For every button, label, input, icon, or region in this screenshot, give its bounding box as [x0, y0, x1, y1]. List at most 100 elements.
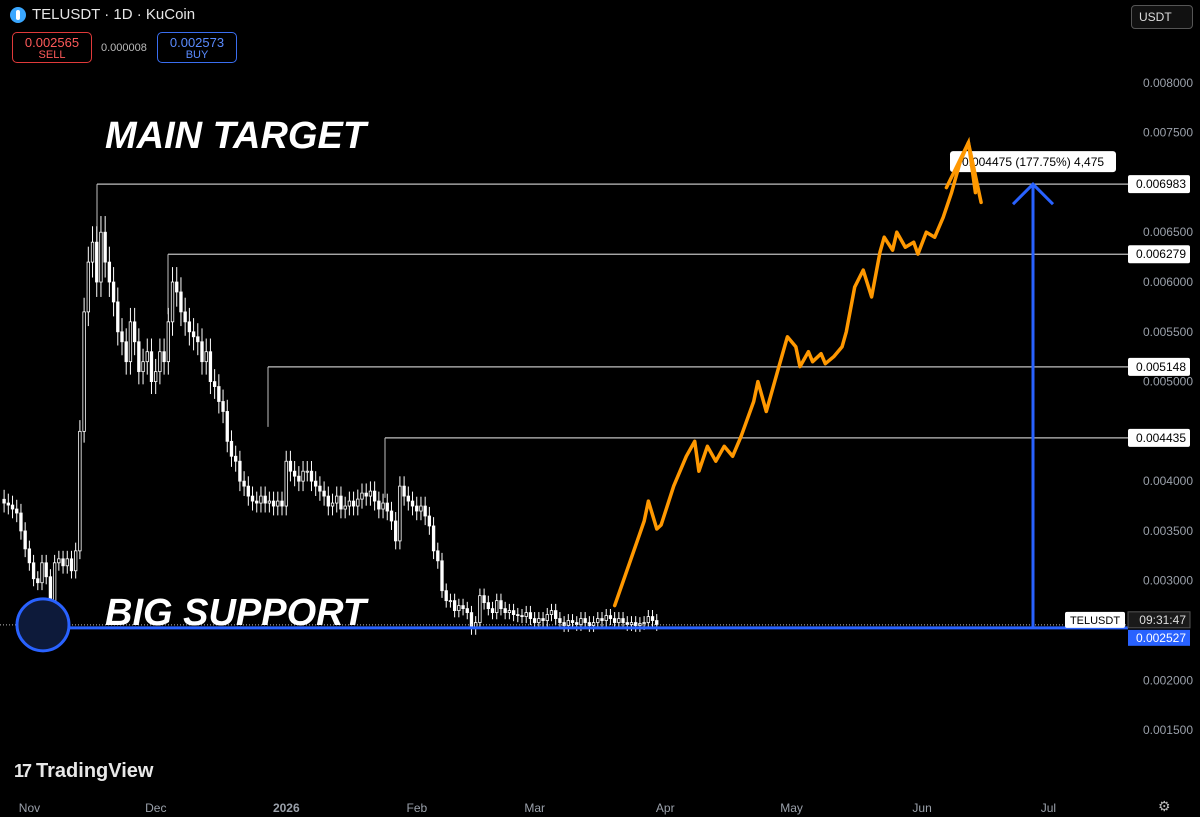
candle — [221, 389, 225, 424]
projection-arrow-head — [944, 136, 978, 195]
candle-body — [532, 618, 537, 623]
candle — [600, 612, 604, 628]
candle-body — [541, 618, 545, 621]
candle-body — [162, 351, 166, 363]
candle — [90, 226, 95, 278]
candle-body — [330, 502, 335, 507]
symbol-title[interactable]: TELUSDT · 1D · KuCoin — [32, 6, 196, 23]
time-tick-label: 2026 — [273, 801, 300, 815]
candle — [158, 338, 162, 385]
candle-body — [524, 612, 528, 617]
candle-body — [364, 492, 368, 497]
candle — [482, 588, 486, 610]
candle — [507, 603, 512, 620]
candle — [495, 593, 499, 620]
candle — [591, 616, 596, 632]
candle-body — [15, 508, 19, 514]
candle — [6, 493, 10, 515]
candle — [170, 267, 175, 336]
candle-body — [259, 495, 263, 504]
candle-body — [398, 485, 402, 542]
candle-body — [19, 512, 23, 532]
time-tick-label: Mar — [524, 801, 545, 815]
candle — [457, 598, 461, 618]
candle — [40, 554, 44, 591]
candle — [276, 491, 280, 516]
time-tick-label: Feb — [406, 801, 427, 815]
level-price-badge — [1128, 428, 1190, 447]
candle — [280, 491, 284, 516]
level-lines: 0.006983 0.006279 0.005148 0.004435 — [96, 175, 1190, 498]
candle-body — [360, 492, 364, 500]
candle — [356, 489, 360, 516]
support-price-label: 0.002527 — [1136, 631, 1186, 645]
candle — [255, 491, 259, 513]
currency-selector[interactable]: USDT — [1131, 5, 1193, 29]
candle-body — [389, 510, 394, 522]
candle — [562, 616, 566, 632]
candle — [259, 486, 263, 513]
candle-body — [267, 500, 272, 504]
candle — [238, 450, 242, 492]
candle-body — [242, 480, 246, 487]
candle-body — [499, 600, 503, 610]
candle-body — [301, 470, 305, 482]
candle-body — [137, 341, 141, 373]
candle — [175, 267, 179, 307]
time-tick-label: Jun — [912, 801, 931, 815]
candle-body — [343, 505, 347, 510]
tradingview-logo[interactable]: 17 TradingView — [14, 760, 153, 783]
sell-button[interactable]: 0.002565 SELL — [12, 32, 92, 63]
candle — [267, 491, 272, 513]
candlestick-series — [2, 216, 659, 635]
candle — [69, 550, 74, 579]
candle — [389, 501, 394, 530]
candle — [351, 491, 356, 516]
candle-body — [423, 505, 427, 517]
candle — [490, 601, 495, 620]
candle — [423, 496, 427, 526]
candle-body — [145, 351, 149, 363]
candle-body — [158, 351, 162, 373]
candle — [2, 489, 6, 513]
buy-button[interactable]: 0.002573 BUY — [157, 32, 237, 63]
candle — [309, 460, 314, 492]
candle — [132, 307, 137, 356]
candle-body — [280, 500, 284, 507]
candle — [196, 323, 200, 356]
candle — [452, 593, 457, 618]
candle — [402, 476, 406, 506]
candle — [107, 246, 112, 297]
candle — [419, 496, 423, 521]
candle — [650, 610, 655, 628]
candle-body — [31, 562, 36, 580]
candle-body — [507, 610, 512, 613]
candle — [128, 307, 133, 375]
candle-body — [44, 562, 48, 578]
candle-body — [511, 610, 516, 615]
time-tick-label: Nov — [19, 801, 40, 815]
candle — [31, 554, 36, 587]
price-tick-label: 0.001500 — [1143, 723, 1193, 737]
level-price-label: 0.005148 — [1136, 360, 1186, 374]
candle — [537, 612, 541, 629]
candle-body — [149, 351, 154, 382]
candle — [305, 460, 309, 482]
candle-body — [36, 578, 40, 584]
candle — [154, 358, 158, 395]
candle — [554, 603, 558, 626]
candle-body — [166, 321, 170, 363]
candle-body — [99, 231, 103, 283]
telcoin-logo-icon — [10, 6, 26, 23]
candle — [385, 493, 389, 521]
projection-arrow-path — [612, 140, 983, 608]
settings-gear-icon[interactable]: ⚙ — [1158, 798, 1171, 814]
candle-body — [528, 612, 533, 619]
candle-body — [427, 515, 432, 527]
candle-body — [86, 261, 90, 313]
candle-body — [212, 381, 217, 387]
candle — [111, 267, 116, 317]
candle — [288, 450, 293, 482]
candle — [347, 491, 352, 516]
